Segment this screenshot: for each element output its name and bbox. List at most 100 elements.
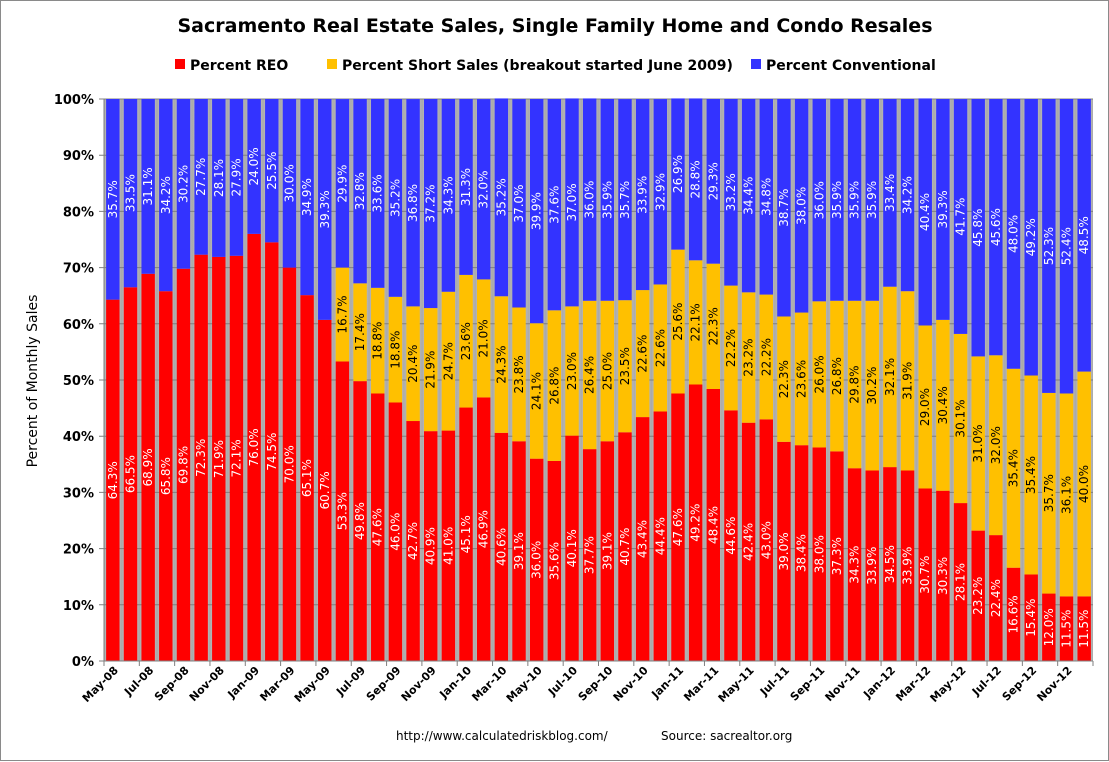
bar-short-sales [529, 323, 544, 459]
bar-stack [194, 99, 208, 661]
y-tick-label: 80% [63, 205, 94, 220]
data-label-reo: 43.4% [636, 520, 650, 558]
bar-conventional [1059, 99, 1074, 394]
bar-conventional [335, 99, 350, 268]
bar-conventional [388, 99, 403, 297]
data-label-reo: 30.3% [936, 557, 950, 595]
data-label-conventional: 30.0% [282, 164, 296, 202]
bar-stack [424, 99, 438, 661]
data-label-conventional: 49.2% [1024, 218, 1038, 256]
data-label-short-sales: 22.2% [759, 338, 773, 376]
data-label-short-sales: 32.1% [883, 358, 897, 396]
bar-stack [123, 99, 138, 661]
data-label-conventional: 37.0% [512, 184, 526, 222]
bar-stack [830, 99, 844, 661]
data-label-reo: 47.6% [671, 508, 685, 546]
data-label-reo: 39.1% [512, 532, 526, 570]
bar-stack [547, 99, 562, 661]
data-label-reo: 40.7% [618, 528, 632, 566]
bar-conventional-residual [635, 99, 650, 100]
bar-stack [794, 99, 809, 661]
data-label-reo: 69.8% [177, 446, 191, 484]
bar-conventional [529, 99, 544, 324]
data-label-reo: 23.2% [971, 577, 985, 615]
bar-stack [759, 99, 773, 661]
bar-conventional [883, 99, 897, 287]
bar-conventional [1077, 99, 1091, 372]
data-label-reo: 33.9% [901, 547, 915, 585]
data-label-conventional: 35.7% [106, 180, 120, 218]
data-label-reo: 49.2% [689, 504, 703, 542]
x-tick-label: Nov-08 [187, 664, 227, 704]
bar-short-sales [830, 300, 844, 452]
bar-reo [1077, 596, 1091, 661]
legend-label-short-sales: Percent Short Sales (breakout started Ju… [342, 58, 733, 74]
data-label-conventional: 36.0% [812, 181, 826, 219]
bar-reo [494, 432, 509, 661]
bar-reo [847, 468, 862, 661]
data-label-reo: 65.1% [300, 459, 314, 497]
data-label-reo: 46.9% [477, 510, 491, 548]
bar-conventional [936, 99, 950, 320]
legend-item-conventional: Percent Conventional [751, 58, 936, 74]
data-label-reo: 65.8% [159, 457, 173, 495]
bar-stack [229, 99, 244, 661]
data-label-reo: 46.0% [388, 513, 402, 551]
bar-conventional-residual [476, 99, 491, 100]
bar-reo [653, 411, 668, 661]
bar-short-sales [847, 300, 862, 469]
data-label-short-sales: 22.6% [653, 329, 667, 367]
y-tick-label: 50% [63, 374, 94, 389]
data-label-short-sales: 26.8% [830, 357, 844, 395]
bar-conventional [318, 99, 332, 320]
bar-conventional-residual [335, 99, 350, 100]
data-label-conventional: 27.9% [230, 158, 244, 196]
x-axis: May-08 Jul-08Sep-08Nov-08Jan-09Mar-09May-… [80, 660, 1094, 705]
bar-stack [918, 98, 932, 661]
bar-conventional [759, 99, 773, 295]
x-tick-label: Nov-09 [399, 664, 439, 704]
data-label-reo: 11.5% [1060, 610, 1074, 648]
bar-short-sales [865, 300, 879, 471]
data-label-conventional: 35.7% [618, 181, 632, 219]
bar-reo [476, 397, 491, 661]
y-tick-label: 60% [63, 318, 94, 333]
bar-stack [688, 98, 703, 661]
data-label-conventional: 32.9% [653, 173, 667, 211]
bar-conventional [1006, 99, 1021, 369]
bar-stack [406, 99, 420, 661]
data-label-conventional: 45.8% [971, 209, 985, 247]
data-label-short-sales: 23.6% [795, 360, 809, 398]
bar-stack [1024, 99, 1038, 661]
x-tick-label: May-08 [80, 664, 121, 705]
bar-reo [953, 503, 968, 661]
bar-reo [900, 470, 915, 661]
bar-stack [618, 99, 632, 661]
bar-short-sales [777, 316, 791, 442]
x-tick-label: Sep-10 [576, 664, 616, 704]
bar-short-sales [671, 249, 685, 394]
x-tick-label: May-11 [716, 664, 757, 705]
bar-stack [600, 99, 615, 661]
bar-stack [936, 99, 950, 661]
chart-title: Sacramento Real Estate Sales, Single Fam… [177, 15, 932, 37]
data-label-short-sales: 23.6% [459, 322, 473, 360]
data-label-conventional: 33.2% [724, 173, 738, 211]
bar-stack [106, 99, 120, 661]
bar-stack [512, 99, 526, 661]
data-label-conventional: 36.0% [583, 181, 597, 219]
bar-conventional [494, 98, 509, 297]
bar-conventional [424, 99, 438, 309]
bar-conventional [1024, 99, 1038, 376]
data-label-reo: 41.0% [441, 527, 455, 565]
x-tick-label: Jan-12 [860, 664, 898, 702]
data-label-reo: 30.7% [918, 556, 932, 594]
x-tick-label: Sep-08 [152, 664, 192, 704]
bar-reo [971, 530, 985, 661]
bar-short-sales [812, 301, 826, 448]
footer-url: http://www.calculatedriskblog.com/ [396, 729, 609, 743]
data-label-reo: 11.5% [1077, 610, 1091, 648]
bar-stack [777, 99, 791, 661]
data-label-short-sales: 25.6% [671, 303, 685, 341]
bar-conventional [106, 99, 120, 300]
